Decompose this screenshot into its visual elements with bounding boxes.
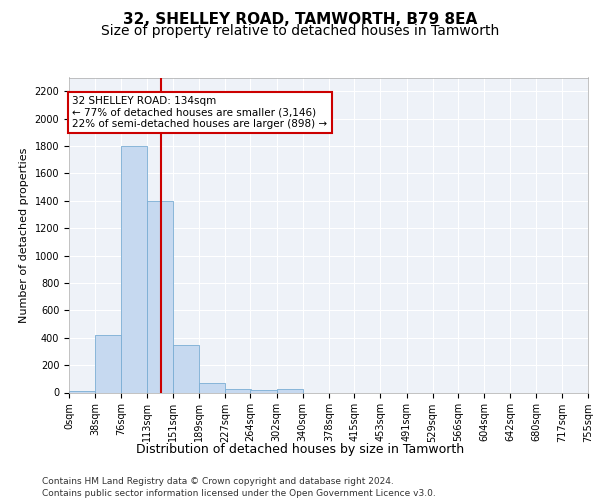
Bar (199, 383, 225, 392)
Bar (146, 201, 173, 392)
Bar (121, 146, 148, 392)
Bar (69, 391, 95, 392)
Bar (173, 344, 199, 393)
Text: Distribution of detached houses by size in Tamworth: Distribution of detached houses by size … (136, 442, 464, 456)
Text: Contains public sector information licensed under the Open Government Licence v3: Contains public sector information licen… (42, 489, 436, 498)
Text: 32, SHELLEY ROAD, TAMWORTH, B79 8EA: 32, SHELLEY ROAD, TAMWORTH, B79 8EA (123, 12, 477, 28)
Bar (95, 335, 121, 392)
Text: Size of property relative to detached houses in Tamworth: Size of property relative to detached ho… (101, 24, 499, 38)
Bar (250, 390, 277, 392)
Y-axis label: Number of detached properties: Number of detached properties (19, 148, 29, 322)
Bar (277, 389, 303, 392)
Text: Contains HM Land Registry data © Crown copyright and database right 2024.: Contains HM Land Registry data © Crown c… (42, 478, 394, 486)
Bar (225, 389, 251, 392)
Text: 32 SHELLEY ROAD: 134sqm
← 77% of detached houses are smaller (3,146)
22% of semi: 32 SHELLEY ROAD: 134sqm ← 77% of detache… (73, 96, 328, 129)
